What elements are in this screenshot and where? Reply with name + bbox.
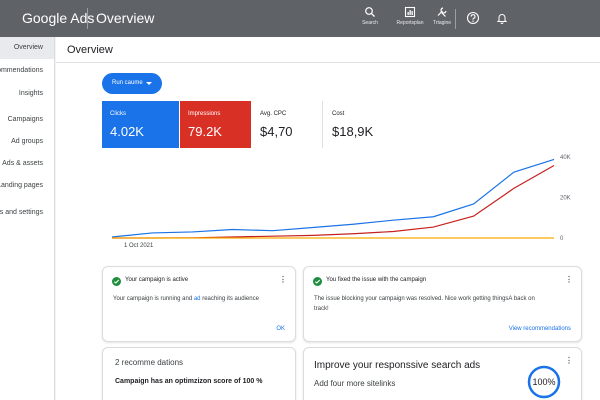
sidebar-item-landing-pages[interactable]: Landing pages	[0, 175, 54, 197]
reports-button[interactable]: Reportsplan	[390, 6, 430, 26]
side-navigation: Overview Recommendations Insights Campai…	[0, 37, 55, 400]
caret-down-icon	[146, 82, 152, 85]
sidebar-item-ads-assets[interactable]: Ads & assets	[0, 153, 54, 175]
campaign-active-card: Your campaign is active ⋮ Your campaign …	[102, 266, 296, 342]
sidebar-item-label: Ad groups	[11, 138, 43, 145]
run-campaign-button[interactable]: Run caume	[102, 73, 162, 94]
y-tick-label: 0	[560, 236, 564, 242]
bell-icon[interactable]	[495, 11, 509, 25]
score-ring	[527, 365, 561, 399]
sidebar-item-tools-settings[interactable]: Tools and settings	[0, 202, 54, 224]
page-header-title: Overview	[96, 10, 155, 26]
metric-value: 4.02K	[110, 124, 144, 139]
improve-ads-card: Improve your responssive search ads ⋮ Ad…	[303, 347, 582, 400]
metric-value: 79.2K	[188, 124, 222, 139]
card-title: 2 recomme dations	[115, 358, 184, 367]
google-ads-logo[interactable]: Google Ads	[22, 10, 95, 26]
sidebar-item-ad-groups[interactable]: Ad groups	[0, 131, 54, 153]
card-body: Your campaign is running and ad reaching…	[113, 294, 259, 304]
optimization-score-text: Campaign has an optimzizon score of 100 …	[115, 378, 263, 385]
metric-value: $4,70	[260, 124, 293, 139]
series-line-0	[111, 158, 555, 238]
card-body-text: Your campaign is running and	[113, 296, 194, 302]
series-line-1	[112, 164, 555, 239]
top-bar: Google Ads Overview Search Reportsplan T…	[0, 0, 600, 37]
sidebar-item-label: Insights	[18, 90, 43, 97]
check-circle-icon	[112, 277, 121, 286]
metric-impressions[interactable]: Impressions 79.2K	[180, 101, 251, 148]
sidebar-item-label: Overview	[13, 44, 43, 51]
title-divider-line	[56, 62, 600, 63]
y-tick-label: 20K	[560, 196, 571, 202]
metric-label: Clicks	[110, 111, 126, 117]
card-body: The issue blocking your campaign was res…	[314, 294, 535, 314]
recommendations-card: 2 recomme dations Campaign has an optimz…	[102, 347, 296, 400]
main-content: Overview Run caume Clicks 4.02K Impressi…	[56, 37, 600, 400]
card-heading: Your campaign is active	[125, 277, 189, 283]
issue-fixed-card: You fixed the issue with the campaign ⋮ …	[303, 266, 582, 342]
tools-icon	[437, 7, 447, 17]
sidebar-item-insights[interactable]: Insights	[0, 83, 54, 105]
help-icon[interactable]	[466, 11, 480, 25]
page-title: Overview	[67, 44, 113, 56]
card-body-line: The issue blocking your campaign was res…	[314, 296, 535, 302]
metric-avg-cpc[interactable]: Avg. CPC $4,70	[252, 101, 323, 148]
metric-clicks[interactable]: Clicks 4.02K	[102, 101, 179, 148]
check-circle-icon	[313, 277, 322, 286]
sidebar-item-label: Recommendations	[0, 67, 43, 74]
card-body-text: reaching its audience	[200, 296, 259, 302]
sidebar-item-campaigns[interactable]: Campaigns	[0, 109, 54, 131]
search-button[interactable]: Search	[350, 6, 390, 26]
sidebar-item-label: Tools and settings	[0, 209, 43, 216]
more-vert-icon[interactable]: ⋮	[565, 356, 573, 365]
card-body-line: track!	[314, 306, 329, 312]
more-vert-icon[interactable]: ⋮	[565, 275, 573, 284]
performance-chart: 40K 20K 0 1 Oct 2021	[102, 149, 582, 249]
toolbar-divider	[455, 9, 456, 29]
ok-link[interactable]: OK	[276, 326, 285, 332]
title-divider	[87, 8, 88, 29]
sidebar-item-recommendations[interactable]: Recommendations	[0, 60, 54, 82]
tools-label: Trtagine	[432, 20, 452, 26]
card-body: Add four more sitelinks	[314, 379, 396, 388]
sidebar-item-label: Campaigns	[7, 116, 43, 123]
run-button-label: Run caume	[112, 80, 143, 86]
reports-icon	[404, 6, 416, 18]
view-recommendations-link[interactable]: View recommendations	[508, 326, 571, 332]
x-tick-label: 1 Oct 2021	[124, 243, 154, 249]
reports-label: Reportsplan	[396, 20, 424, 26]
chart-canvas: 40K 20K 0 1 Oct 2021	[111, 155, 571, 249]
y-tick-label: 40K	[560, 155, 571, 161]
metric-value: $18,9K	[332, 124, 374, 139]
card-heading: You fixed the issue with the campaign	[326, 277, 427, 283]
tools-button[interactable]: Trtagine	[422, 6, 462, 26]
card-body-link[interactable]: ad	[193, 296, 201, 302]
metric-label: Cost	[332, 111, 345, 117]
search-label: Search	[362, 20, 378, 26]
metric-label: Avg. CPC	[260, 111, 287, 117]
score-value: 100%	[532, 377, 556, 387]
card-title: Improve your responssive search ads	[314, 360, 481, 371]
more-vert-icon[interactable]: ⋮	[279, 275, 287, 284]
search-icon	[365, 7, 375, 17]
sidebar-item-label: Landing pages	[0, 182, 43, 189]
sidebar-item-overview[interactable]: Overview	[0, 37, 54, 59]
sidebar-item-label: Ads & assets	[2, 160, 43, 167]
metric-label: Impressions	[188, 111, 221, 117]
metric-cost[interactable]: Cost $18,9K	[324, 101, 395, 148]
